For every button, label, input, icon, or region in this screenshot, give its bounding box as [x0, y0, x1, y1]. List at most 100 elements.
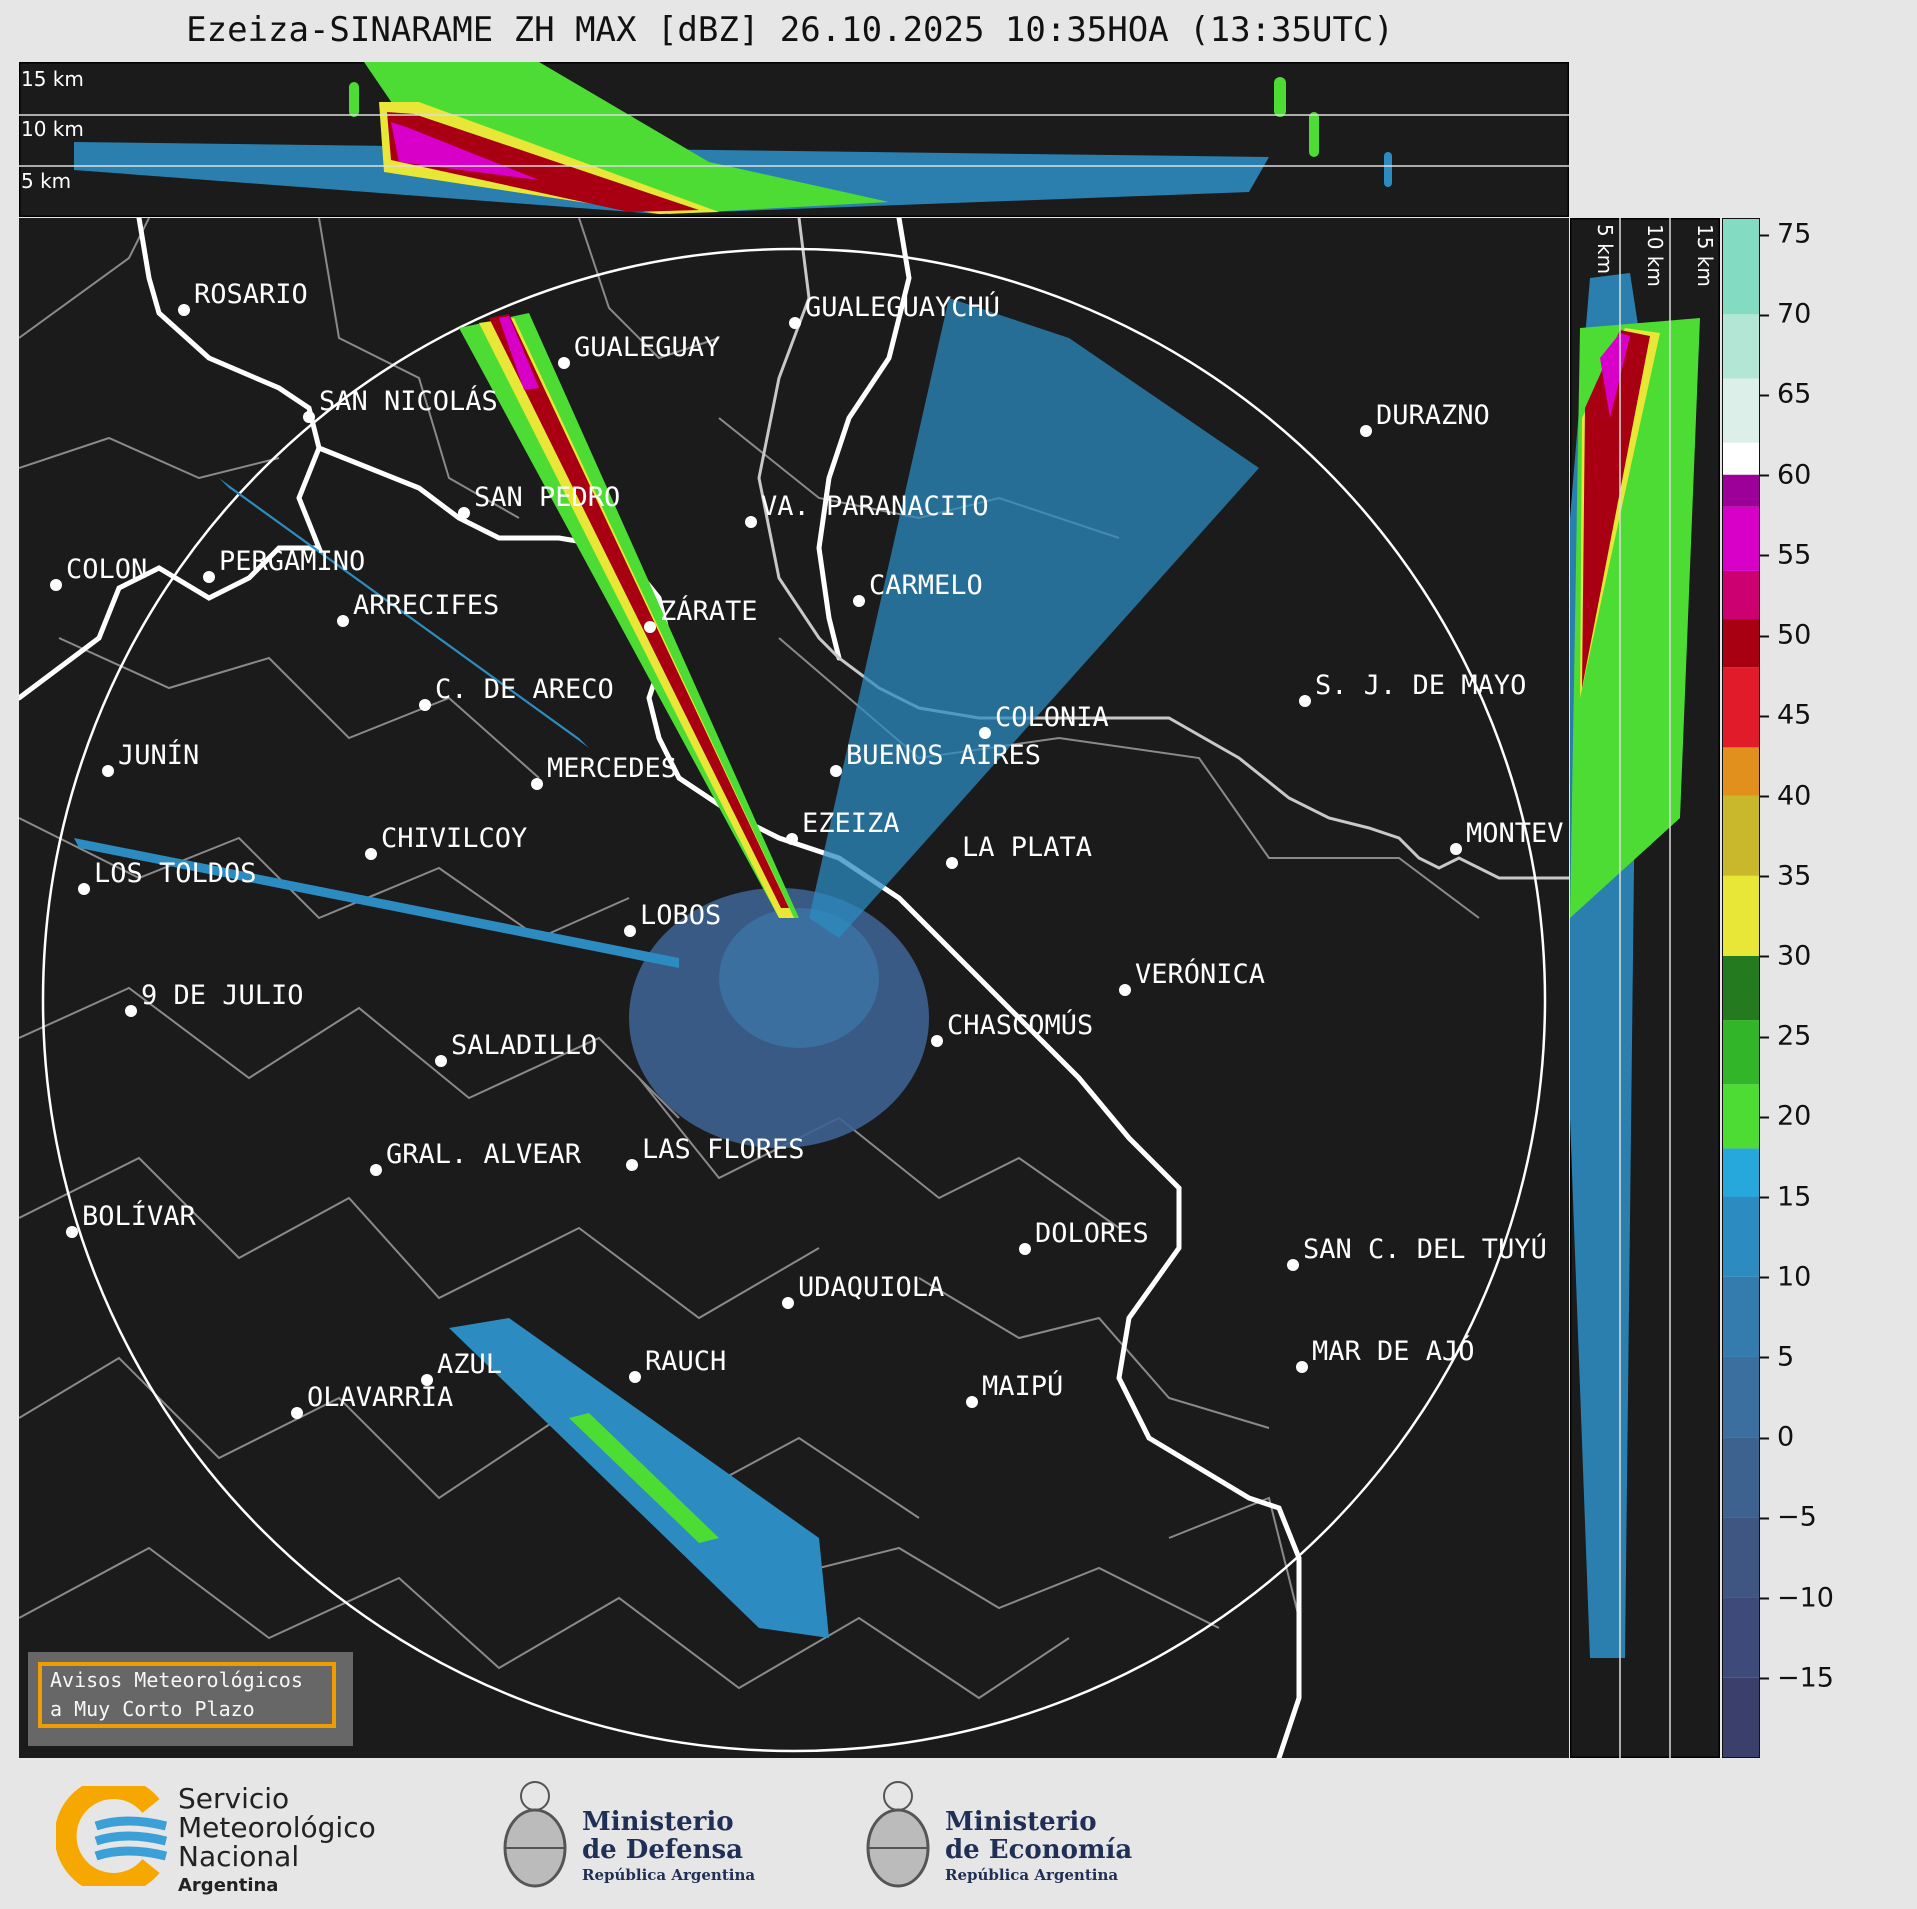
aviso-line: Avisos Meteorológicos — [50, 1668, 303, 1692]
aviso-badge: Avisos Meteorológicos a Muy Corto Plazo — [28, 1652, 353, 1746]
city-marker: CHIVILCOY — [365, 823, 527, 860]
city-marker: MONTEV — [1450, 818, 1564, 855]
city-dot — [178, 304, 190, 316]
side-height-label: 10 km — [1643, 224, 1667, 287]
city-marker: GUALEGUAY — [558, 332, 720, 369]
radar-echoes — [74, 298, 1259, 1638]
echo-ray — [219, 478, 589, 748]
city-marker: JUNÍN — [102, 739, 199, 777]
uruguay-border — [757, 218, 1569, 880]
top-height-label: 5 km — [21, 169, 71, 193]
colorbar-tick-label: 20 — [1760, 1101, 1811, 1132]
city-label: UDAQUIOLA — [798, 1272, 944, 1303]
city-label: SAN NICOLÁS — [319, 385, 498, 417]
city-label: BUENOS AIRES — [846, 740, 1041, 771]
city-marker: BOLÍVAR — [66, 1200, 197, 1238]
city-dot — [644, 621, 656, 633]
colorbar-tick-label: 75 — [1760, 219, 1811, 250]
city-marker: LAS FLORES — [626, 1134, 805, 1171]
colorbar-tick-label: 65 — [1760, 379, 1811, 410]
ministerio-economia-text: Ministerio de Economía República Argenti… — [945, 1808, 1132, 1884]
colorbar-band — [1722, 795, 1760, 876]
city-marker: GUALEGUAYCHÚ — [789, 291, 1000, 329]
colorbar-tick-label: 5 — [1760, 1341, 1794, 1372]
city-label: VA. PARANACITO — [761, 491, 989, 522]
city-marker: CARMELO — [853, 570, 983, 607]
top-echo-cell — [349, 82, 359, 117]
colorbar-band — [1722, 1597, 1760, 1678]
colorbar-band — [1722, 1356, 1760, 1438]
colorbar-tick-label: 50 — [1760, 620, 1811, 651]
colorbar-band — [1722, 506, 1760, 571]
city-marker: C. DE ARECO — [419, 674, 614, 711]
colorbar-tick-label: 15 — [1760, 1181, 1811, 1212]
colorbar-band — [1722, 1148, 1760, 1197]
city-dot — [531, 778, 543, 790]
radar-map: ROSARIO GUALEGUAYCHÚ GUALEGUAY SAN NICOLÁS D… — [19, 218, 1569, 1758]
chart-title: Ezeiza-SINARAME ZH MAX [dBZ] 26.10.2025 … — [186, 10, 1394, 50]
city-label: MAR DE AJÓ — [1312, 1335, 1475, 1367]
city-marker: ROSARIO — [178, 279, 308, 316]
min1-line: Ministerio — [582, 1807, 734, 1837]
city-marker: 9 DE JULIO — [125, 980, 304, 1017]
colorbar-tick-label: −15 — [1760, 1662, 1834, 1693]
min1-sub: República Argentina — [582, 1866, 756, 1884]
min1-line: de Defensa — [582, 1835, 743, 1865]
colorbar-band — [1722, 1276, 1760, 1357]
city-marker: UDAQUIOLA — [782, 1272, 944, 1309]
city-dot — [1360, 425, 1372, 437]
city-dot — [365, 848, 377, 860]
city-dot — [50, 579, 62, 591]
colorbar-tick-label: 45 — [1760, 700, 1811, 731]
colorbar — [1722, 218, 1760, 1758]
city-label: OLAVARRÍA — [307, 1381, 453, 1413]
city-marker: DURAZNO — [1360, 400, 1490, 437]
colorbar-tick-label: 40 — [1760, 780, 1811, 811]
city-marker: BUENOS AIRES — [830, 740, 1041, 777]
aviso-text: Avisos Meteorológicos a Muy Corto Plazo — [38, 1662, 336, 1728]
aviso-line: a Muy Corto Plazo — [50, 1697, 255, 1721]
city-marker: S. J. DE MAYO — [1299, 670, 1526, 707]
city-dot — [78, 883, 90, 895]
smn-line: Nacional — [178, 1840, 300, 1873]
city-marker: LOS TOLDOS — [78, 858, 257, 895]
colorbar-band — [1722, 1677, 1760, 1758]
min2-line: de Economía — [945, 1835, 1133, 1865]
city-marker: SAN NICOLÁS — [303, 385, 498, 423]
city-label: LAS FLORES — [642, 1134, 805, 1165]
city-marker: OLAVARRÍA — [291, 1381, 453, 1419]
smn-line: Servicio — [178, 1782, 290, 1815]
city-label: VERÓNICA — [1135, 958, 1265, 990]
city-label: CARMELO — [869, 570, 983, 601]
city-dot — [946, 857, 958, 869]
city-dot — [853, 595, 865, 607]
side-height-label: 15 km — [1693, 224, 1717, 287]
city-dot — [421, 1374, 433, 1386]
colorbar-tick-label: −5 — [1760, 1502, 1817, 1533]
top-height-label: 10 km — [21, 117, 84, 141]
city-marker: LOBOS — [624, 900, 721, 937]
city-label: AZUL — [437, 1349, 502, 1380]
city-label: PERGAMINO — [219, 546, 365, 577]
colorbar-band — [1722, 619, 1760, 668]
city-dot — [745, 516, 757, 528]
city-marker: GRAL. ALVEAR — [370, 1139, 582, 1176]
top-height-profile-panel: 15 km 10 km 5 km — [19, 62, 1569, 217]
city-dot — [624, 925, 636, 937]
city-dot — [291, 1407, 303, 1419]
city-label: COLONIA — [995, 702, 1109, 733]
city-label: GUALEGUAY — [574, 332, 720, 363]
city-dot — [979, 727, 991, 739]
city-marker: DOLORES — [1019, 1218, 1149, 1255]
escudo-defensa-icon — [503, 1781, 567, 1888]
city-label: LOBOS — [640, 900, 721, 931]
top-echo-cell — [1274, 77, 1286, 117]
top-height-label: 15 km — [21, 67, 84, 91]
city-label: GUALEGUAYCHÚ — [805, 291, 1000, 323]
city-dot — [203, 571, 215, 583]
city-marker: VERÓNICA — [1119, 958, 1265, 996]
city-marker: ARRECIFES — [337, 590, 499, 627]
city-label: S. J. DE MAYO — [1315, 670, 1526, 701]
city-label: BOLÍVAR — [82, 1200, 197, 1232]
top-echo-red — [387, 112, 699, 212]
